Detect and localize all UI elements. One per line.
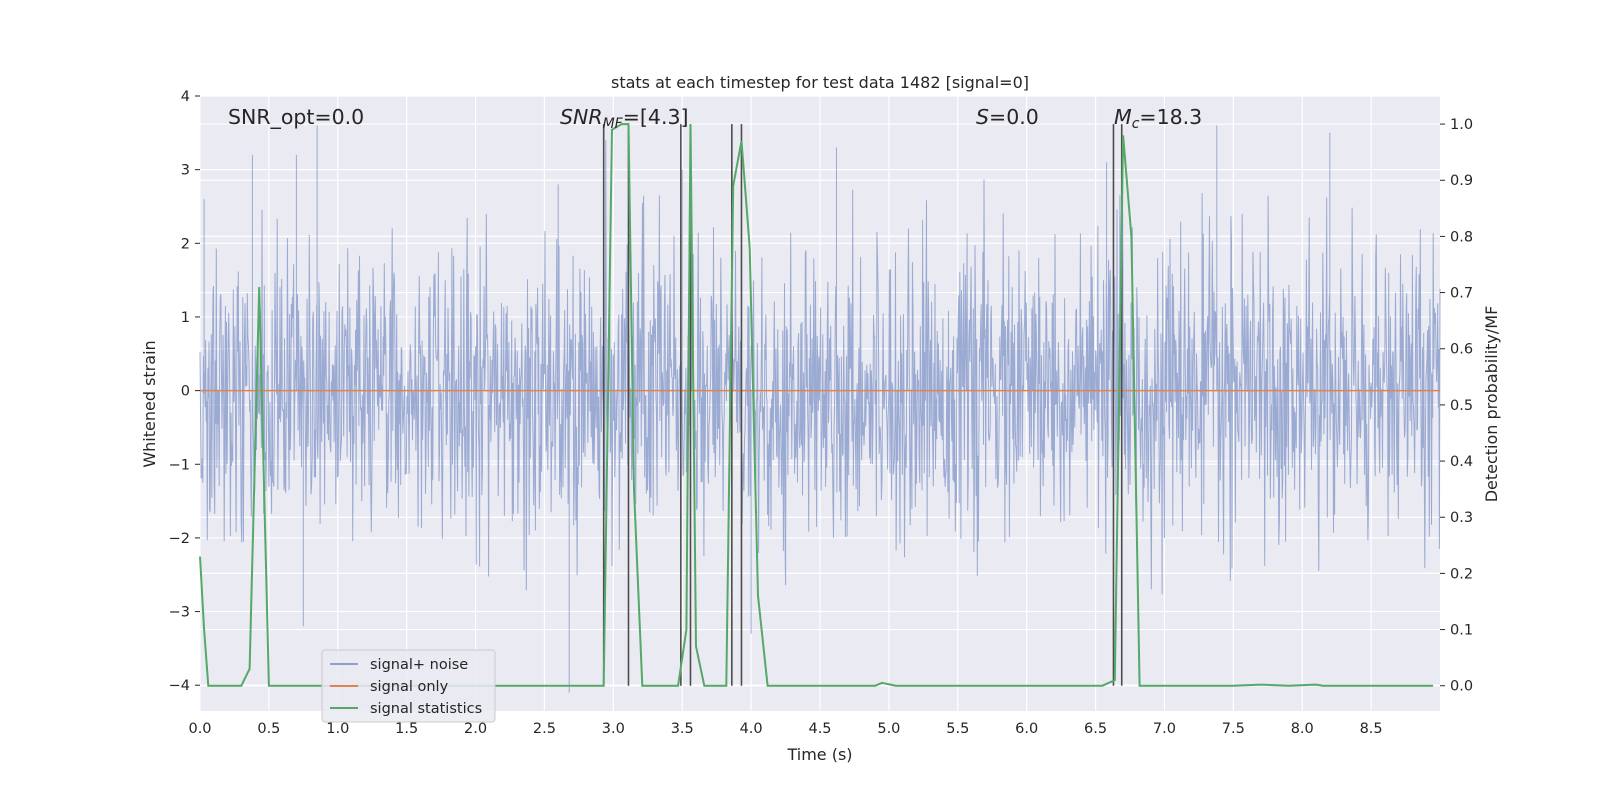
- y-tick-label-left: −3: [169, 605, 190, 621]
- annotation-snr-mf: SNRMF=[4.3]: [560, 105, 689, 132]
- x-tick-label: 6.5: [1084, 721, 1107, 737]
- x-tick-label: 8.0: [1291, 721, 1314, 737]
- legend-label-signal-noise: signal+ noise: [370, 657, 468, 673]
- x-tick-label: 6.0: [1015, 721, 1038, 737]
- y-tick-label-left: 3: [181, 163, 190, 179]
- legend-label-signal-statistics: signal statistics: [370, 701, 482, 717]
- legend-label-signal-only: signal only: [370, 679, 449, 695]
- y-axis-left-ticks: 4 3 2 1 0 −1 −2 −3 −4: [169, 89, 200, 694]
- x-tick-label: 4.0: [740, 721, 763, 737]
- x-tick-label: 5.0: [877, 721, 900, 737]
- y-tick-label-left: 0: [181, 384, 190, 400]
- x-tick-label: 2.5: [533, 721, 556, 737]
- y-tick-label-left: 2: [181, 236, 190, 252]
- y-tick-label-right: 1.0: [1450, 117, 1473, 133]
- x-axis-ticks: 0.0 0.5 1.0 1.5 2.0 2.5 3.0 3.5 4.0 4.5 5.0 5.5 6.0 6…: [188, 721, 1382, 737]
- x-tick-label: 7.0: [1153, 721, 1176, 737]
- x-axis-label: Time (s): [786, 745, 852, 764]
- y-tick-label-right: 0.4: [1450, 454, 1473, 470]
- x-tick-label: 1.5: [395, 721, 418, 737]
- y-tick-label-left: −2: [169, 531, 190, 547]
- y-tick-label-left: −1: [169, 457, 190, 473]
- x-tick-label: 7.5: [1222, 721, 1245, 737]
- y-axis-right-label: Detection probability/MF: [1482, 306, 1501, 503]
- y-tick-label-right: 0.5: [1450, 398, 1473, 414]
- x-tick-label: 3.0: [602, 721, 625, 737]
- y-tick-label-right: 0.7: [1450, 286, 1473, 302]
- annotation-s: S=0.0: [976, 105, 1039, 129]
- y-tick-label-left: 4: [181, 89, 190, 105]
- x-tick-label: 4.5: [808, 721, 831, 737]
- x-tick-label: 8.5: [1360, 721, 1383, 737]
- signal-noise-series: [199, 125, 1441, 693]
- x-tick-label: 0.0: [188, 721, 211, 737]
- signal-noise-line: [199, 125, 1441, 693]
- x-tick-label: 3.5: [671, 721, 694, 737]
- y-axis-left-label: Whitened strain: [140, 340, 159, 467]
- x-tick-label: 1.0: [326, 721, 349, 737]
- y-tick-label-right: 0.3: [1450, 510, 1473, 526]
- y-tick-label-right: 0.1: [1450, 623, 1473, 639]
- y-tick-label-left: 1: [181, 310, 190, 326]
- y-axis-right-ticks: 1.0 0.9 0.8 0.7 0.6 0.5 0.4 0.3 0.2 0.1 0.0: [1440, 117, 1473, 695]
- legend-box: [321, 649, 496, 723]
- legend: signal+ noise signal only signal statist…: [321, 649, 496, 723]
- chart-title: stats at each timestep for test data 148…: [611, 73, 1029, 92]
- y-tick-label-right: 0.2: [1450, 566, 1473, 582]
- y-tick-label-right: 0.6: [1450, 342, 1473, 358]
- y-tick-label-right: 0.8: [1450, 229, 1473, 245]
- y-tick-label-left: −4: [169, 678, 190, 694]
- annotation-snr-opt: SNR_opt=0.0: [228, 105, 364, 130]
- y-tick-label-right: 0.9: [1450, 173, 1473, 189]
- x-tick-label: 5.5: [946, 721, 969, 737]
- x-tick-label: 2.0: [464, 721, 487, 737]
- annotation-mc: Mc=18.3: [1114, 105, 1202, 132]
- x-tick-label: 0.5: [257, 721, 280, 737]
- y-tick-label-right: 0.0: [1450, 679, 1473, 695]
